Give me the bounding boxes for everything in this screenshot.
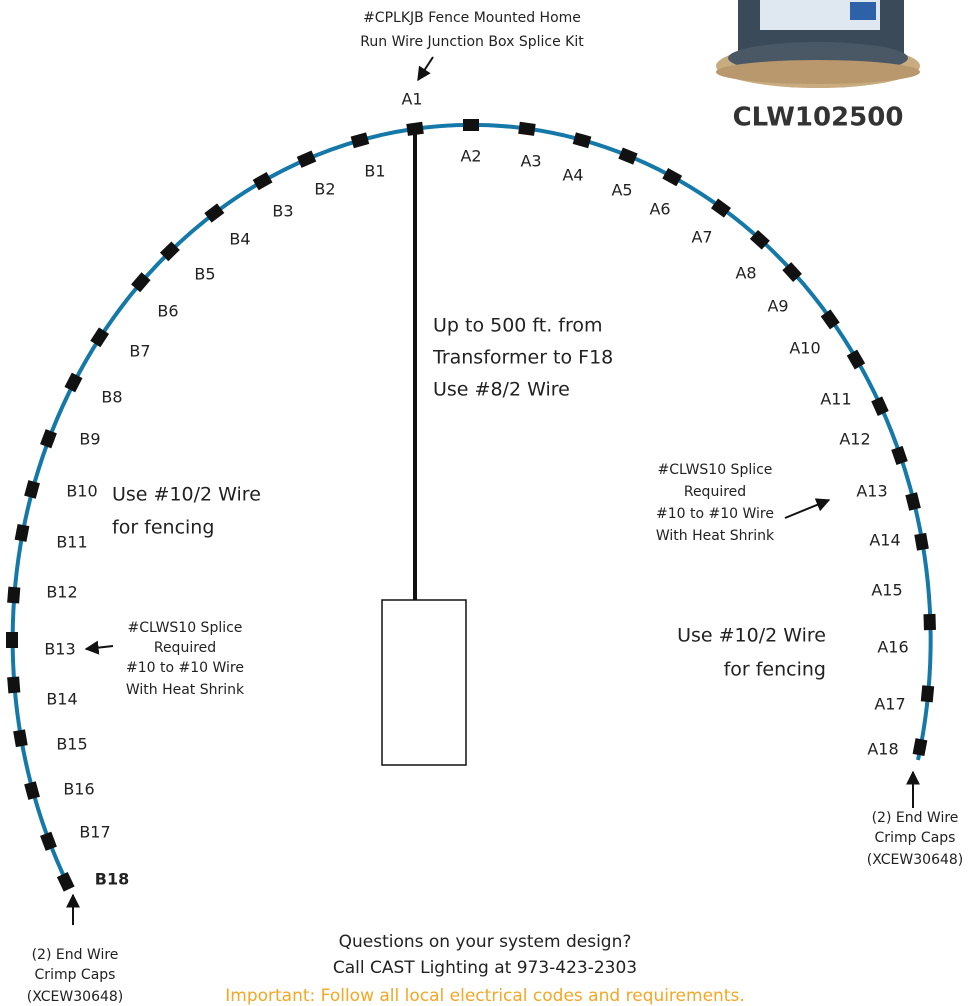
fixture-label: B3 — [272, 202, 293, 221]
fixture-label: B7 — [129, 342, 150, 361]
transformer — [382, 600, 466, 765]
fixture-marker — [406, 122, 423, 136]
fixture-marker — [351, 132, 370, 148]
fixture-marker — [463, 119, 479, 131]
fixture-marker — [7, 587, 20, 604]
fixture-marker — [913, 738, 928, 756]
splice-note: #10 to #10 Wire — [126, 660, 244, 676]
fixture-marker — [921, 685, 934, 702]
fixture-marker — [891, 446, 908, 465]
fixture-label: B18 — [95, 870, 129, 889]
main-run-note: Use #8/2 Wire — [433, 379, 570, 401]
fixture-label: A4 — [562, 166, 583, 185]
fixture-marker — [13, 729, 28, 747]
fixture-label: A14 — [869, 531, 900, 550]
end-cap-note: (2) End Wire — [872, 810, 959, 826]
fixture-marker — [24, 480, 40, 499]
fixture-marker — [518, 122, 535, 136]
fixture-label: A11 — [820, 390, 851, 409]
fixture-label: A9 — [767, 297, 788, 316]
fixture-label: B17 — [79, 823, 110, 842]
fixture-marker — [905, 492, 921, 510]
contact-line: Questions on your system design? — [339, 932, 632, 952]
fixture-label: A17 — [874, 695, 905, 714]
kit-caption: Run Wire Junction Box Splice Kit — [360, 34, 584, 50]
fixture-label: A5 — [611, 181, 632, 200]
warning: Important: Follow all local electrical c… — [225, 986, 744, 1006]
fixture-marker — [15, 524, 30, 542]
fixture-label: A6 — [649, 200, 670, 219]
fixture-marker — [57, 872, 75, 892]
fixture-label: B4 — [229, 230, 250, 249]
fixture-label: A16 — [877, 638, 908, 657]
fixture-marker — [923, 614, 935, 630]
fixture-marker — [7, 676, 20, 693]
end-cap-note: (XCEW30648) — [27, 989, 124, 1005]
main-run-note: Up to 500 ft. from — [433, 315, 603, 337]
end-cap-note: (2) End Wire — [32, 947, 119, 963]
fencing-note: Use #10/2 Wire — [112, 484, 261, 506]
fixture-marker — [914, 533, 929, 551]
fixture-label: B8 — [101, 388, 122, 407]
fencing-note: Use #10/2 Wire — [677, 625, 826, 647]
fixture-label: B12 — [46, 583, 77, 602]
fixture-marker — [40, 832, 57, 851]
fencing-note: for fencing — [112, 517, 214, 539]
fixture-label: B5 — [194, 265, 215, 284]
fixture-marker — [40, 429, 57, 448]
splice-note: With Heat Shrink — [656, 528, 775, 544]
splice-note: #10 to #10 Wire — [656, 506, 774, 522]
fixture-marker — [6, 632, 18, 648]
fixture-label: A12 — [839, 430, 870, 449]
fixture-label: B14 — [46, 690, 77, 709]
product-image — [716, 0, 920, 88]
fixture-label: A10 — [789, 339, 820, 358]
fixture-label: A18 — [867, 740, 898, 759]
fixture-label: B15 — [56, 735, 87, 754]
end-cap-note: (XCEW30648) — [867, 852, 964, 868]
fixture-label: B9 — [79, 430, 100, 449]
fixture-marker — [297, 151, 316, 168]
product-code: CLW102500 — [733, 103, 904, 133]
fixture-label: B6 — [157, 302, 178, 321]
fixture-label: A2 — [460, 147, 481, 166]
splice-note: Required — [684, 484, 746, 500]
end-cap-note: Crimp Caps — [35, 967, 116, 983]
kit-caption: #CPLKJB Fence Mounted Home — [363, 10, 581, 26]
fixture-label: B13 — [44, 640, 75, 659]
fixture-label: B2 — [314, 180, 335, 199]
fixture-label: A8 — [735, 264, 756, 283]
main-run-note: Transformer to F18 — [432, 347, 613, 369]
splice-note: With Heat Shrink — [126, 682, 245, 698]
fixture-label: A13 — [856, 482, 887, 501]
fixture-label: B16 — [63, 780, 94, 799]
splice-note: Required — [154, 640, 216, 656]
fixture-label: A1 — [401, 90, 422, 109]
end-cap-note: Crimp Caps — [875, 830, 956, 846]
wiring-diagram: CLW102500 A1 A2 A3 A4 A5 A6 A7 A8 A9 A10 A11 A12 A13… — [0, 0, 972, 1006]
fixture-label: B10 — [66, 482, 97, 501]
fixture-label: B1 — [364, 162, 385, 181]
fixture-label: B11 — [56, 533, 87, 552]
splice-note: #CLWS10 Splice — [128, 620, 243, 636]
contact-line: Call CAST Lighting at 973-423-2303 — [333, 958, 637, 978]
fixture-marker — [24, 781, 40, 800]
fixture-marker — [573, 132, 592, 148]
fencing-note: for fencing — [724, 659, 826, 681]
fixture-label: A7 — [691, 228, 712, 247]
fixture-label: A3 — [520, 152, 541, 171]
splice-note: #CLWS10 Splice — [658, 462, 773, 478]
fixture-label: A15 — [871, 581, 902, 600]
fixture-marker — [871, 396, 889, 416]
fixture-marker — [618, 147, 637, 164]
